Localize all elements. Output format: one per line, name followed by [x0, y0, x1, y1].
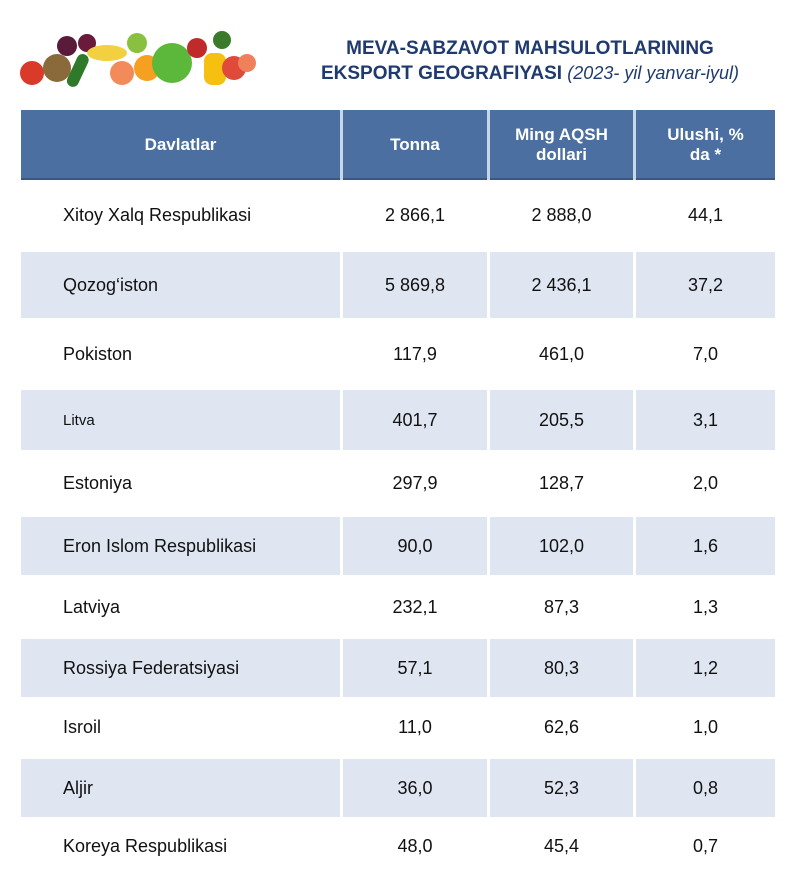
cell-country: Pokiston	[21, 320, 343, 388]
cell-tonnes: 232,1	[343, 577, 490, 637]
table-row: Pokiston 117,9 461,0 7,0	[21, 320, 775, 388]
header-countries: Davlatlar	[21, 110, 343, 180]
cell-country: Rossiya Federatsiyasi	[21, 639, 343, 697]
cell-usd: 461,0	[490, 320, 636, 388]
cell-country: Isroil	[21, 698, 343, 757]
cell-tonnes: 117,9	[343, 320, 490, 388]
cell-tonnes: 2 866,1	[343, 180, 490, 250]
cell-usd: 128,7	[490, 452, 636, 515]
cell-share: 37,2	[636, 252, 775, 318]
cell-country: Aljir	[21, 759, 343, 817]
cell-share: 0,8	[636, 759, 775, 817]
cell-country: Qozog‘iston	[21, 252, 343, 318]
cell-usd: 102,0	[490, 517, 636, 575]
cell-tonnes: 401,7	[343, 390, 490, 450]
cell-tonnes: 36,0	[343, 759, 490, 817]
table-row: Isroil 11,0 62,6 1,0	[21, 698, 775, 757]
header-usd: Ming AQSH dollari	[490, 110, 636, 180]
table-row: Litva 401,7 205,5 3,1	[21, 390, 775, 450]
cell-tonnes: 57,1	[343, 639, 490, 697]
table-row: Latviya 232,1 87,3 1,3	[21, 577, 775, 637]
title-line1: MEVA-SABZAVOT MAHSULOTLARINING	[346, 38, 714, 59]
cell-country: Eron Islom Respublikasi	[21, 517, 343, 575]
cell-tonnes: 48,0	[343, 819, 490, 873]
cell-share: 7,0	[692, 343, 719, 364]
table-row: Estoniya 297,9 128,7 2,0	[21, 452, 775, 515]
table-row: Rossiya Federatsiyasi 57,1 80,3 1,2	[21, 639, 775, 697]
cell-share: 1,3	[692, 596, 719, 617]
cell-country: Estoniya	[21, 452, 343, 515]
cell-tonnes: 297,9	[343, 452, 490, 515]
cell-tonnes: 90,0	[343, 517, 490, 575]
cell-country: Latviya	[21, 577, 343, 637]
cell-usd: 45,4	[490, 819, 636, 873]
title-line2: EKSPORT GEOGRAFIYASI	[320, 63, 563, 84]
cell-share: 0,7	[692, 835, 719, 856]
cell-share: 1,0	[692, 717, 719, 737]
cell-country: Xitoy Xalq Respublikasi	[21, 180, 343, 250]
cell-tonnes: 5 869,8	[343, 252, 490, 318]
cell-tonnes: 11,0	[343, 698, 490, 757]
table-row: Qozog‘iston 5 869,8 2 436,1 37,2	[21, 252, 775, 318]
cell-usd: 52,3	[490, 759, 636, 817]
cell-share: 1,2	[636, 639, 775, 697]
table-header: Davlatlar Tonna Ming AQSH dollari Ulushi…	[21, 110, 775, 180]
table-row: Xitoy Xalq Respublikasi 2 866,1 2 888,0 …	[21, 180, 775, 250]
cell-country: Koreya Respublikasi	[21, 819, 343, 873]
cell-country: Litva	[21, 390, 343, 450]
page-title: MEVA-SABZAVOT MAHSULOTLARINING EKSPORT G…	[275, 36, 785, 86]
table-row: Eron Islom Respublikasi 90,0 102,0 1,6	[21, 517, 775, 575]
fruits-vegetables-image	[20, 31, 256, 87]
header-tonnes: Tonna	[343, 110, 490, 180]
cell-usd: 2 436,1	[490, 252, 636, 318]
title-period: (2023- yil yanvar-iyul)	[567, 63, 740, 83]
cell-usd: 205,5	[490, 390, 636, 450]
table-row: Koreya Respublikasi 48,0 45,4 0,7	[21, 819, 775, 873]
cell-share: 44,1	[687, 204, 724, 225]
cell-usd: 87,3	[490, 577, 636, 637]
cell-share: 2,0	[692, 473, 719, 493]
cell-usd: 62,6	[490, 698, 636, 757]
cell-usd: 2 888,0	[490, 180, 636, 250]
cell-share: 1,6	[636, 517, 775, 575]
header-share: Ulushi, % da *	[636, 110, 775, 180]
cell-share: 3,1	[636, 390, 775, 450]
cell-usd: 80,3	[490, 639, 636, 697]
table-row: Aljir 36,0 52,3 0,8	[21, 759, 775, 817]
